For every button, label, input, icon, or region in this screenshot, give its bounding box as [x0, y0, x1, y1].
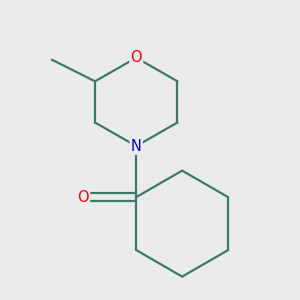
Text: O: O	[77, 190, 89, 205]
Text: N: N	[131, 139, 142, 154]
Text: O: O	[130, 50, 142, 65]
